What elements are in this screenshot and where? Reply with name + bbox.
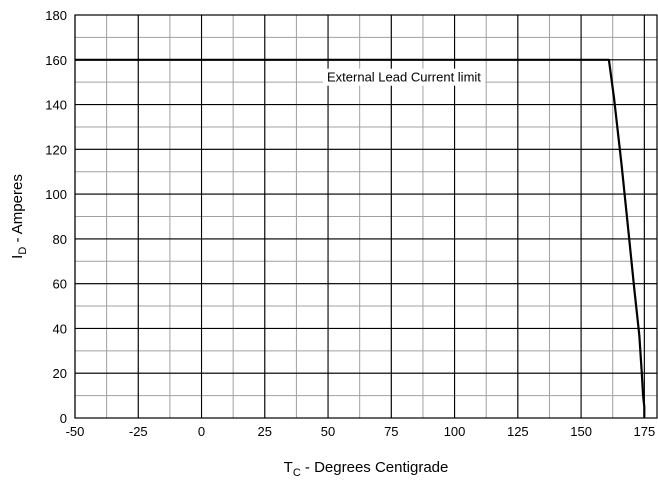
x-tick-label: 175 bbox=[633, 424, 655, 439]
y-tick-label: 80 bbox=[53, 232, 67, 247]
x-tick-label: -50 bbox=[66, 424, 85, 439]
x-axis-title-sub: C bbox=[293, 467, 301, 479]
y-tick-label: 140 bbox=[45, 98, 67, 113]
y-tick-label: 100 bbox=[45, 187, 67, 202]
y-tick-label: 120 bbox=[45, 142, 67, 157]
y-tick-label: 0 bbox=[60, 411, 67, 426]
x-tick-label: -25 bbox=[129, 424, 148, 439]
x-tick-label: 125 bbox=[507, 424, 529, 439]
y-axis-title: ID - Amperes bbox=[9, 174, 29, 259]
y-tick-labels: 0 20 40 60 80 100 120 140 160 180 bbox=[45, 8, 67, 426]
y-tick-label: 160 bbox=[45, 53, 67, 68]
x-tick-label: 0 bbox=[198, 424, 205, 439]
x-tick-label: 150 bbox=[570, 424, 592, 439]
plot-frame bbox=[74, 14, 658, 419]
y-tick-label: 20 bbox=[53, 366, 67, 381]
x-tick-label: 25 bbox=[258, 424, 272, 439]
annotation-background bbox=[323, 68, 486, 86]
y-axis-title-rest: - Amperes bbox=[9, 174, 26, 247]
y-tick-label: 40 bbox=[53, 321, 67, 336]
y-tick-label: 60 bbox=[53, 277, 67, 292]
x-axis-title: TC - Degrees Centigrade bbox=[284, 459, 449, 479]
y-axis-title-sub: D bbox=[17, 247, 29, 255]
x-tick-label: 50 bbox=[321, 424, 335, 439]
x-tick-label: 100 bbox=[444, 424, 466, 439]
x-tick-labels: -50 -25 0 25 50 75 100 125 150 175 bbox=[66, 424, 656, 439]
y-tick-label: 180 bbox=[45, 8, 67, 23]
annotation-label: External Lead Current limit bbox=[327, 70, 481, 85]
y-axis-title-main: I bbox=[9, 255, 26, 259]
x-axis-title-main: T bbox=[284, 459, 293, 476]
x-axis-title-rest: - Degrees Centigrade bbox=[301, 459, 449, 476]
x-tick-label: 75 bbox=[384, 424, 398, 439]
series-line-current-derating bbox=[75, 58, 646, 418]
